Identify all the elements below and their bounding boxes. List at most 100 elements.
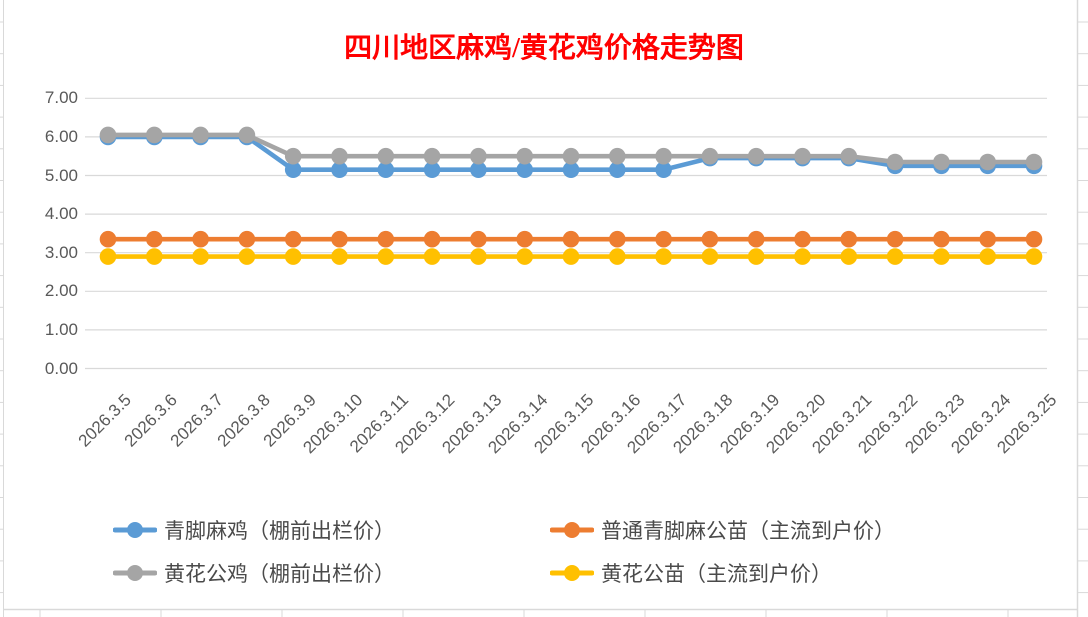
data-point[interactable] (979, 230, 996, 248)
y-axis-label: 6.00 (44, 126, 78, 146)
data-point[interactable] (423, 230, 441, 248)
data-point[interactable] (609, 147, 626, 165)
legend-label: 黄花公苗（主流到户价） (601, 562, 832, 586)
data-point[interactable] (794, 147, 811, 165)
data-point[interactable] (562, 147, 580, 165)
y-axis-label: 4.00 (44, 204, 78, 224)
data-point[interactable] (192, 230, 209, 248)
data-point[interactable] (423, 161, 441, 179)
data-point[interactable] (794, 248, 811, 265)
data-point[interactable] (331, 147, 348, 165)
chart-title[interactable]: 四川地区麻鸡/黄花鸡价格走势图 (344, 33, 744, 64)
data-point[interactable] (99, 248, 117, 265)
data-point[interactable] (609, 248, 626, 265)
data-point[interactable] (655, 248, 672, 265)
data-point[interactable] (747, 147, 765, 165)
data-point[interactable] (423, 147, 441, 165)
data-point[interactable] (377, 230, 395, 248)
data-point[interactable] (979, 248, 996, 265)
data-point[interactable] (655, 161, 672, 179)
data-point[interactable] (609, 230, 626, 248)
data-point[interactable] (192, 126, 209, 144)
data-point[interactable] (840, 248, 858, 265)
legend-item-1[interactable]: 普通青脚麻公苗（主流到户价） (550, 517, 895, 543)
data-point[interactable] (562, 230, 580, 248)
legend-marker-icon (550, 565, 594, 581)
data-point[interactable] (701, 147, 719, 165)
series-1[interactable] (99, 230, 1043, 248)
data-point[interactable] (747, 230, 765, 248)
data-point[interactable] (99, 126, 117, 144)
data-point[interactable] (609, 161, 626, 179)
data-point[interactable] (284, 248, 302, 265)
data-point[interactable] (886, 230, 904, 248)
data-point[interactable] (655, 147, 672, 165)
data-point[interactable] (516, 230, 533, 248)
data-point[interactable] (238, 230, 256, 248)
data-point[interactable] (886, 153, 904, 171)
y-axis-label: 0.00 (44, 358, 78, 378)
data-point[interactable] (284, 161, 302, 179)
data-point[interactable] (99, 230, 117, 248)
data-point[interactable] (238, 248, 256, 265)
data-point[interactable] (747, 248, 765, 265)
data-point[interactable] (470, 248, 487, 265)
data-point[interactable] (701, 248, 719, 265)
legend-marker-icon (550, 522, 594, 538)
legend-item-2[interactable]: 黄花公鸡（棚前出栏价） (113, 560, 550, 586)
data-point[interactable] (701, 230, 719, 248)
data-point[interactable] (1025, 153, 1043, 171)
data-point[interactable] (146, 248, 163, 265)
legend-item-0[interactable]: 青脚麻鸡（棚前出栏价） (113, 517, 550, 543)
data-point[interactable] (146, 230, 163, 248)
series-2[interactable] (99, 126, 1043, 171)
y-axis-label: 2.00 (44, 281, 78, 301)
data-point[interactable] (284, 147, 302, 165)
data-point[interactable] (470, 161, 487, 179)
data-point[interactable] (933, 153, 950, 171)
legend-marker-icon (113, 522, 157, 538)
data-point[interactable] (840, 230, 858, 248)
data-point[interactable] (516, 248, 533, 265)
data-point[interactable] (331, 248, 348, 265)
legend-marker-icon (113, 565, 157, 581)
data-point[interactable] (284, 230, 302, 248)
y-axis-label: 7.00 (44, 88, 78, 108)
data-point[interactable] (331, 230, 348, 248)
data-point[interactable] (794, 230, 811, 248)
chart-legend: 青脚麻鸡（棚前出栏价） 普通青脚麻公苗（主流到户价） 黄花公鸡（棚前出栏价） 黄花公苗… (113, 517, 895, 586)
data-point[interactable] (470, 147, 487, 165)
y-axis-label: 5.00 (44, 165, 78, 185)
data-point[interactable] (933, 230, 950, 248)
data-point[interactable] (562, 161, 580, 179)
data-point[interactable] (562, 248, 580, 265)
legend-item-3[interactable]: 黄花公苗（主流到户价） (550, 560, 895, 586)
data-point[interactable] (516, 147, 533, 165)
data-point[interactable] (377, 161, 395, 179)
data-point[interactable] (423, 248, 441, 265)
data-point[interactable] (933, 248, 950, 265)
data-point[interactable] (238, 126, 256, 144)
data-point[interactable] (377, 147, 395, 165)
data-point[interactable] (331, 161, 348, 179)
data-point[interactable] (886, 248, 904, 265)
data-point[interactable] (840, 147, 858, 165)
data-point[interactable] (655, 230, 672, 248)
y-axis-label: 3.00 (44, 242, 78, 262)
legend-label: 普通青脚麻公苗（主流到户价） (601, 519, 895, 543)
legend-label: 黄花公鸡（棚前出栏价） (164, 562, 395, 586)
data-point[interactable] (146, 126, 163, 144)
data-point[interactable] (1025, 248, 1043, 265)
data-point[interactable] (192, 248, 209, 265)
series-3[interactable] (99, 248, 1043, 265)
data-point[interactable] (979, 153, 996, 171)
data-point[interactable] (470, 230, 487, 248)
data-point[interactable] (377, 248, 395, 265)
data-point[interactable] (1025, 230, 1043, 248)
data-point[interactable] (516, 161, 533, 179)
y-axis-label: 1.00 (44, 319, 78, 339)
legend-label: 青脚麻鸡（棚前出栏价） (164, 519, 395, 543)
